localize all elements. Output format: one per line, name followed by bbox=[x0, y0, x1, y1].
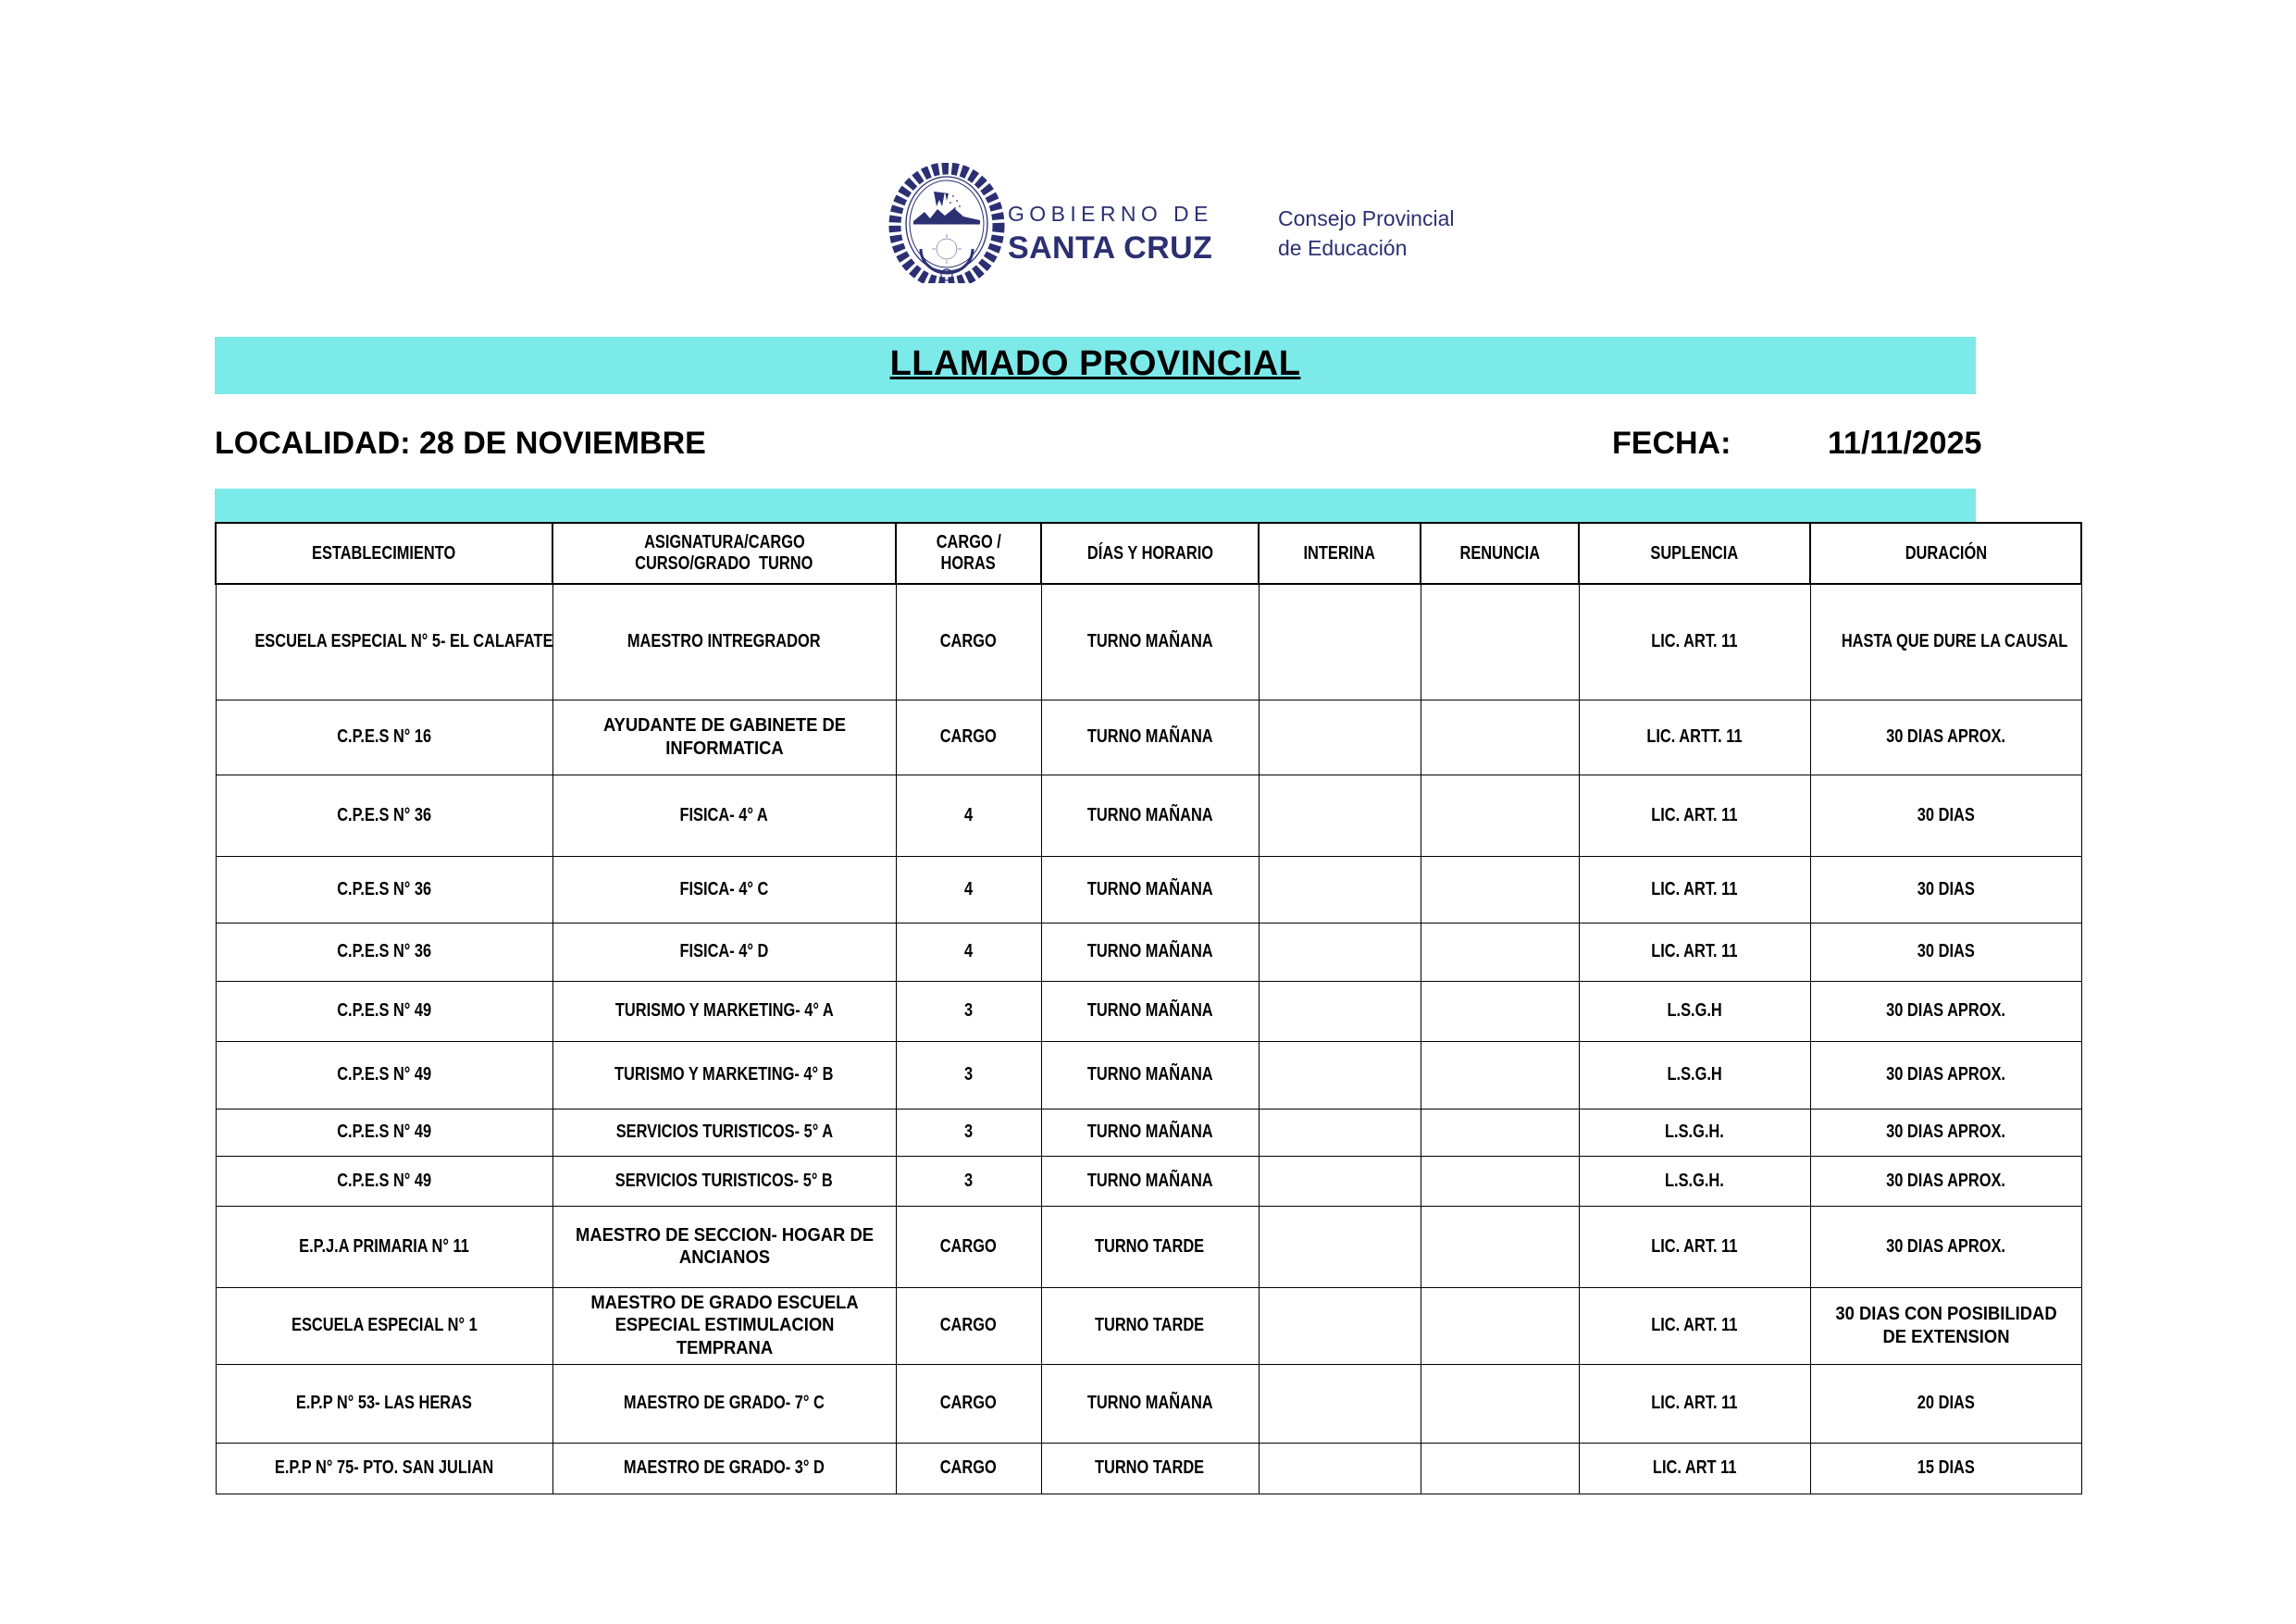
svg-text:SANTA CRUZ: SANTA CRUZ bbox=[1008, 230, 1212, 266]
svg-text:de Educación: de Educación bbox=[1278, 236, 1407, 260]
svg-text:GOBIERNO DE: GOBIERNO DE bbox=[1008, 202, 1213, 226]
svg-text:Consejo Provincial: Consejo Provincial bbox=[1278, 206, 1454, 230]
